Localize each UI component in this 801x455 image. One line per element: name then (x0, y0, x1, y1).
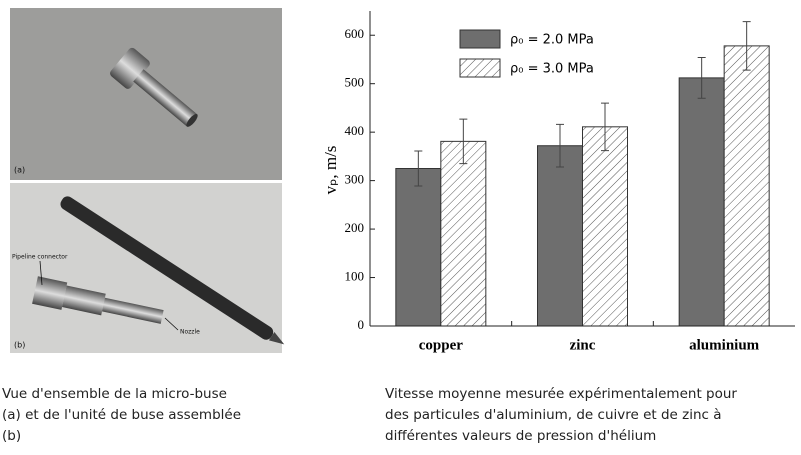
caption-line: (a) et de l'unité de buse assemblée (2, 407, 241, 423)
photo-label: Nozzle (180, 329, 200, 336)
y-axis-label: vₚ, m/s (321, 146, 340, 195)
y-tick-label: 600 (345, 26, 365, 41)
legend-swatch (459, 58, 501, 78)
bar (723, 45, 770, 327)
photo-bottom: Pipeline connector Nozzle (b) (10, 183, 285, 353)
bar (678, 77, 725, 327)
caption-line: différentes valeurs de pression d'hélium (385, 428, 656, 444)
y-tick-label: 0 (358, 317, 365, 332)
caption-line: Vitesse moyenne mesurée expérimentalemen… (385, 386, 737, 402)
y-tick-label: 200 (345, 220, 365, 235)
x-tick-label: copper (419, 337, 464, 353)
error-bar (459, 118, 468, 165)
y-tick-label: 500 (345, 75, 365, 90)
photo-top: (a) (10, 8, 282, 180)
photo-label: Pipeline connector (12, 254, 68, 261)
y-tick-label: 100 (345, 269, 365, 284)
error-bar (742, 21, 751, 71)
bar (440, 140, 487, 327)
caption-line: des particules d'aluminium, de cuivre et… (385, 407, 722, 423)
legend-label: ρ₀ = 3.0 MPa (510, 62, 594, 77)
error-bar (414, 150, 423, 187)
chart: 0 100 200 300 400 500 600 copper zinc aluminium ρ₀… (345, 11, 795, 353)
y-tick-label: 300 (345, 172, 365, 187)
caption-line: Vue d'ensemble de la micro-buse (2, 386, 227, 402)
bar (395, 168, 442, 327)
y-tick-label: 400 (345, 123, 365, 138)
legend-label: ρ₀ = 2.0 MPa (510, 33, 594, 48)
error-bar (556, 123, 564, 168)
error-bar (601, 102, 609, 152)
photo-label: (a) (14, 166, 25, 175)
legend-swatch (459, 29, 501, 49)
photo-label: (b) (14, 341, 25, 350)
x-tick-label: aluminium (689, 337, 760, 353)
x-tick-label: zinc (570, 337, 596, 353)
bar (582, 126, 628, 327)
error-bar (697, 57, 706, 99)
bar (537, 145, 583, 327)
caption-line: (b) (2, 428, 21, 444)
